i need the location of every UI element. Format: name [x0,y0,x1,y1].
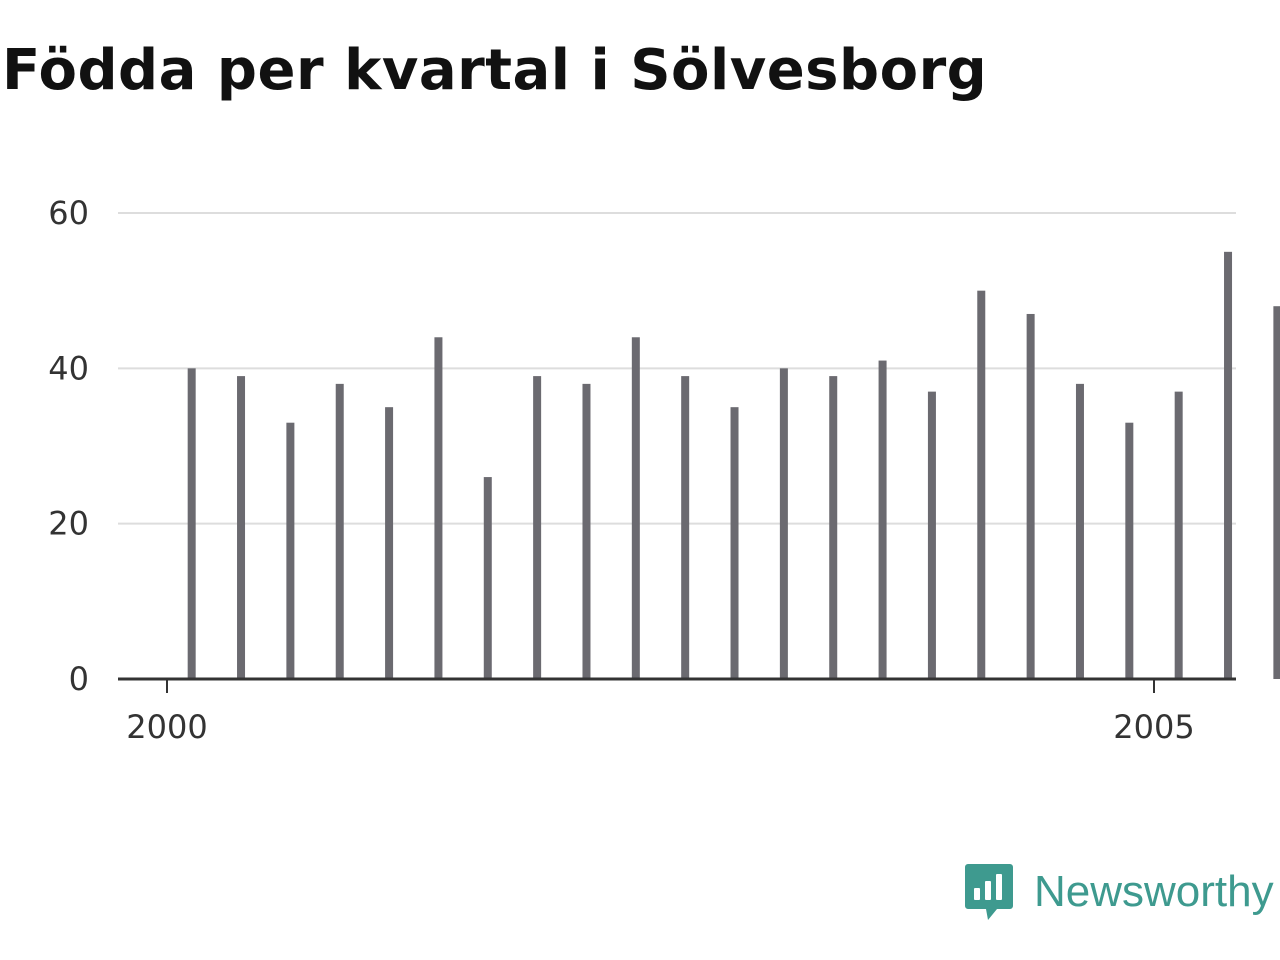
bar [829,376,838,679]
y-tick-label-20: 20 [48,505,89,543]
bar [1075,383,1084,679]
bar [681,376,690,679]
axes [118,677,1236,693]
bar [977,290,986,679]
bar [237,376,246,679]
newsworthy-logo-icon [965,864,1013,920]
bar [483,477,492,679]
newsworthy-logo[interactable]: Newsworthy [964,862,1274,922]
bar [385,407,394,679]
y-tick-label-60: 60 [48,194,89,232]
bar [335,383,344,679]
bar [187,368,196,679]
x-tick-label-2000: 2000 [126,708,207,746]
bar [286,422,295,679]
x-tick-label-2005: 2005 [1113,708,1194,746]
bar [779,368,788,679]
bar [582,383,591,679]
y-tick-label-40: 40 [48,349,89,387]
bar [1224,251,1233,679]
bars [187,251,1280,679]
bar [631,337,640,679]
bar [730,407,739,679]
bar [434,337,443,679]
gridlines [118,212,1236,525]
bar [1125,422,1134,679]
bar [927,391,936,679]
bar [1174,391,1183,679]
brand-name: Newsworthy [1034,867,1274,916]
bar [878,360,887,679]
y-tick-label-0: 0 [69,660,89,698]
bar [1026,313,1035,679]
tick-labels: 020406035200020052010201520202025 [48,194,1194,746]
bar [533,376,542,679]
bar [1273,306,1280,679]
page-title: Födda per kvartal i Sölvesborg [2,38,988,103]
